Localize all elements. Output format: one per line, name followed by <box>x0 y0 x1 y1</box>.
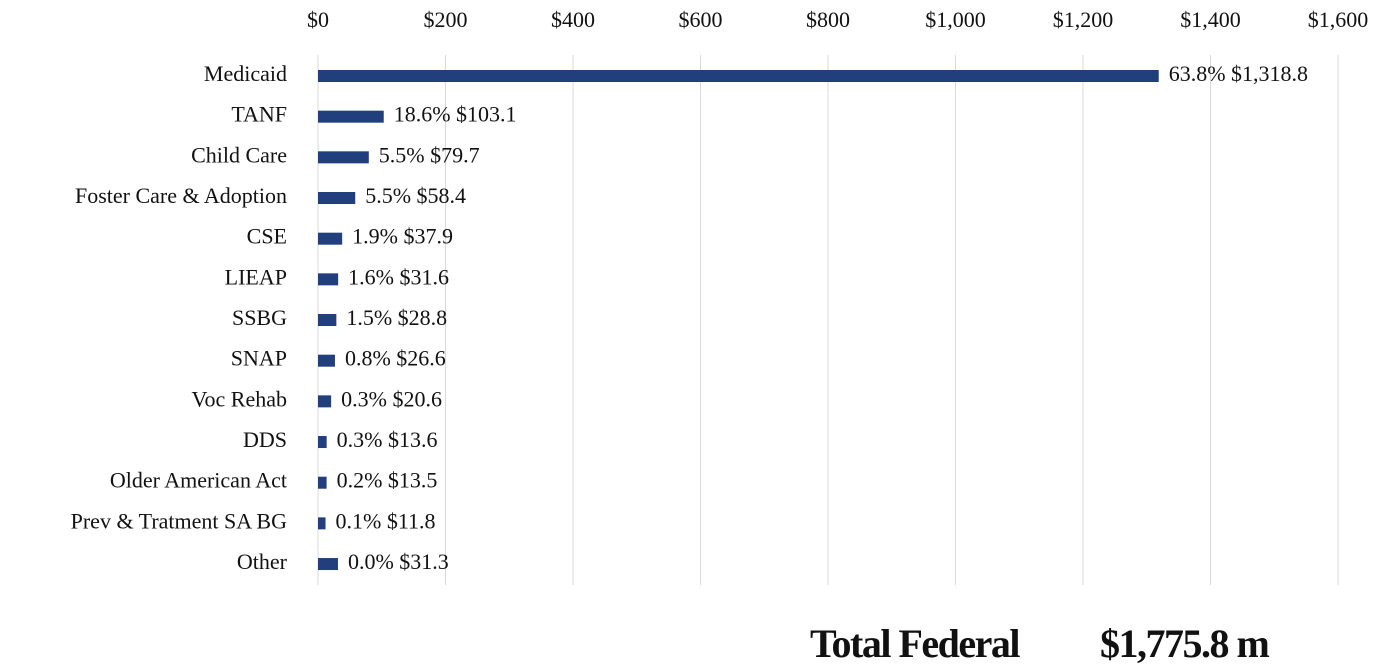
y-tick-label: SSBG <box>232 305 287 330</box>
data-label: 18.6% $103.1 <box>394 102 517 127</box>
x-tick-label: $200 <box>424 7 468 32</box>
x-tick-label: $600 <box>679 7 723 32</box>
y-tick-label: Prev & Tratment SA BG <box>71 508 287 533</box>
y-tick-label: Voc Rehab <box>191 386 287 411</box>
bar <box>318 232 343 245</box>
y-tick-label: Other <box>237 549 288 574</box>
bar <box>318 192 356 205</box>
data-label: 1.5% $28.8 <box>346 305 447 330</box>
bar <box>318 151 369 164</box>
total-label: Total Federal <box>810 621 1020 666</box>
y-tick-label: TANF <box>231 102 287 127</box>
y-tick-label: Older American Act <box>110 468 287 493</box>
bar <box>318 476 327 489</box>
bar <box>318 395 332 408</box>
x-tick-label: $1,000 <box>925 7 986 32</box>
y-tick-label: Medicaid <box>204 61 287 86</box>
data-label: 63.8% $1,318.8 <box>1169 61 1308 86</box>
data-label: 1.6% $31.6 <box>348 264 449 289</box>
data-label: 1.9% $37.9 <box>352 224 453 249</box>
x-tick-label: $1,600 <box>1308 7 1369 32</box>
bar <box>318 314 337 327</box>
data-label: 0.1% $11.8 <box>336 508 436 533</box>
data-label: 5.5% $58.4 <box>365 183 466 208</box>
data-label: 0.0% $31.3 <box>348 549 449 574</box>
y-tick-label: Foster Care & Adoption <box>75 183 287 208</box>
y-tick-label: SNAP <box>231 346 287 371</box>
total-value: $1,775.8 m <box>1100 621 1270 666</box>
x-tick-label: $400 <box>551 7 595 32</box>
bar <box>318 273 339 286</box>
data-label: 0.2% $13.5 <box>337 468 438 493</box>
data-label: 0.8% $26.6 <box>345 346 446 371</box>
x-tick-label: $1,400 <box>1180 7 1241 32</box>
data-label: 0.3% $20.6 <box>341 386 442 411</box>
data-label: 0.3% $13.6 <box>337 427 438 452</box>
bar <box>318 70 1159 82</box>
y-tick-label: CSE <box>247 224 287 249</box>
x-tick-label: $1,200 <box>1053 7 1114 32</box>
bar <box>318 517 326 530</box>
y-tick-label: DDS <box>243 427 287 452</box>
bar <box>318 558 338 571</box>
x-tick-label: $800 <box>806 7 850 32</box>
x-tick-label: $0 <box>307 7 329 32</box>
data-label: 5.5% $79.7 <box>379 142 480 167</box>
bar <box>318 436 327 449</box>
y-tick-label: Child Care <box>191 142 287 167</box>
y-tick-label: LIEAP <box>225 264 287 289</box>
bar <box>318 110 384 123</box>
bar <box>318 354 335 367</box>
